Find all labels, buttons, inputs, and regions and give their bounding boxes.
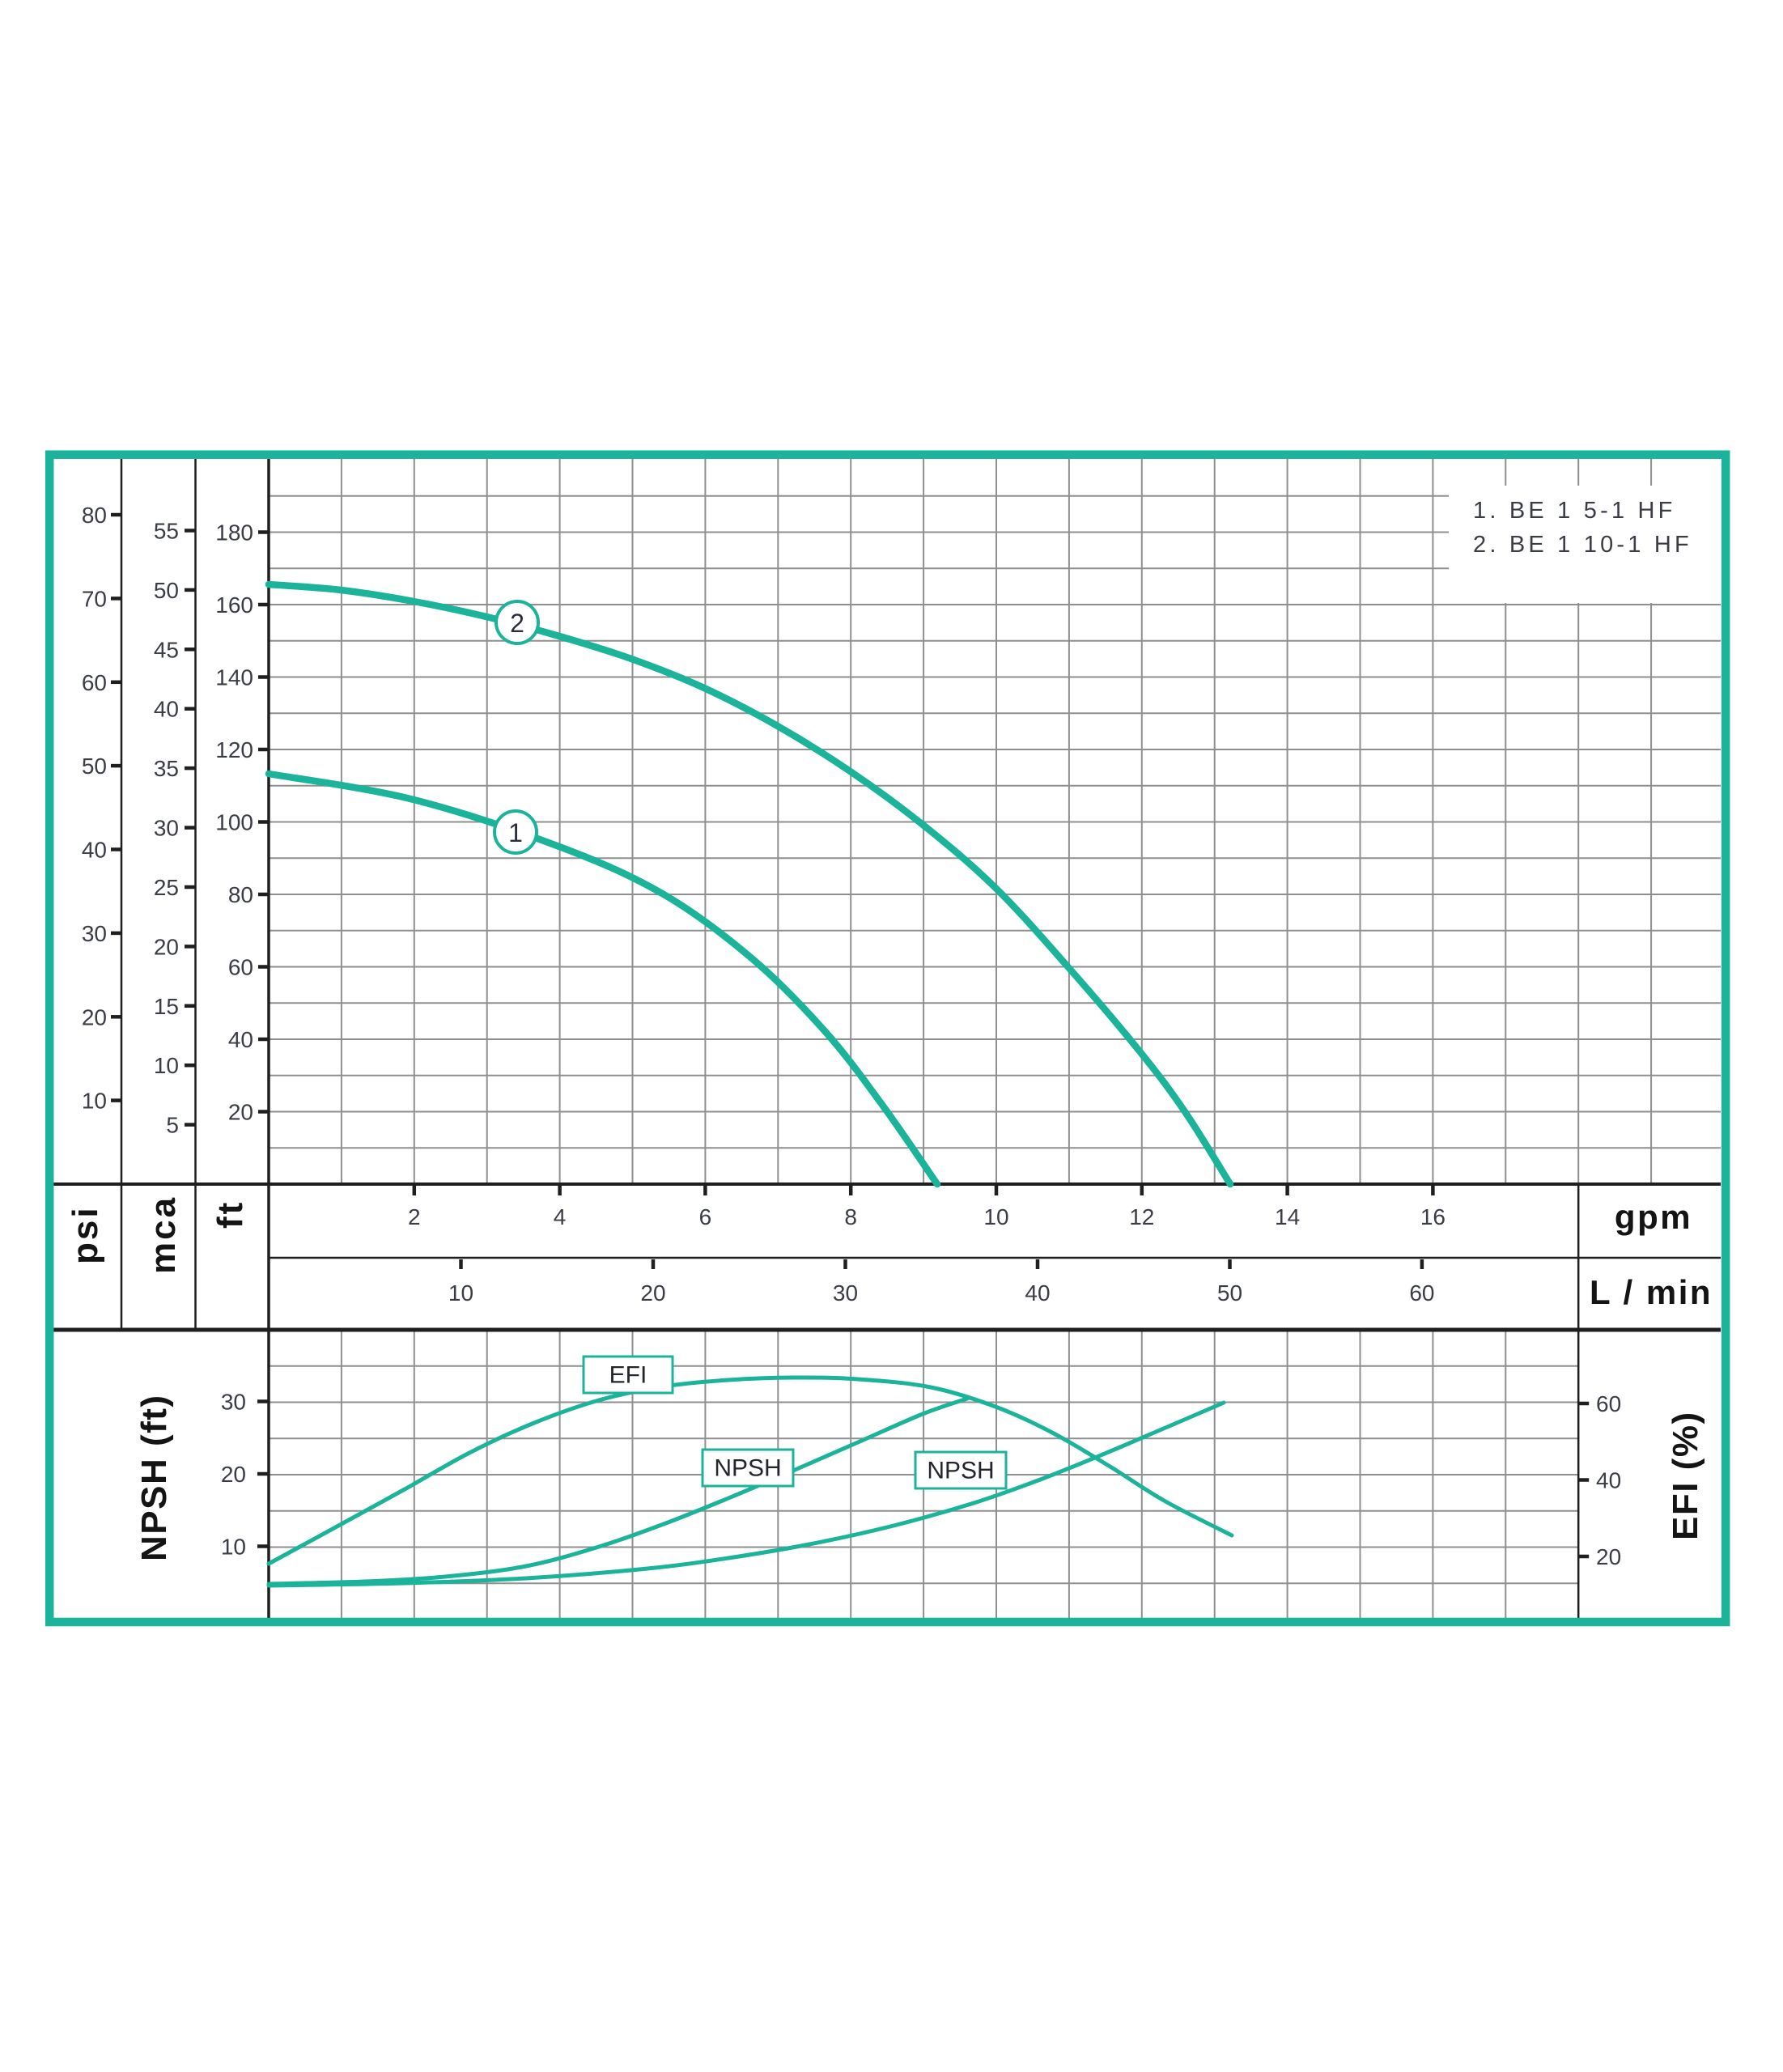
svg-text:30: 30 <box>833 1280 858 1306</box>
svg-text:EFI: EFI <box>609 1362 647 1389</box>
svg-text:12: 12 <box>1129 1204 1154 1229</box>
svg-text:NPSH: NPSH <box>714 1455 781 1482</box>
svg-text:30: 30 <box>221 1390 246 1415</box>
svg-text:40: 40 <box>1596 1468 1621 1493</box>
svg-text:40: 40 <box>228 1027 253 1052</box>
svg-text:40: 40 <box>82 838 107 863</box>
svg-text:20: 20 <box>1596 1544 1621 1569</box>
svg-text:60: 60 <box>1596 1391 1621 1416</box>
svg-text:20: 20 <box>221 1462 246 1487</box>
svg-text:NPSH: NPSH <box>927 1458 994 1484</box>
svg-text:55: 55 <box>154 519 179 544</box>
svg-text:20: 20 <box>154 934 179 959</box>
svg-text:15: 15 <box>154 994 179 1019</box>
svg-text:1: 1 <box>508 818 523 847</box>
svg-text:80: 80 <box>228 882 253 907</box>
svg-text:ft: ft <box>210 1200 250 1229</box>
svg-text:mca: mca <box>143 1195 183 1274</box>
svg-text:psi: psi <box>66 1205 105 1264</box>
svg-text:100: 100 <box>215 810 253 835</box>
svg-text:L / min: L / min <box>1590 1273 1713 1311</box>
svg-text:EFI (%): EFI (%) <box>1666 1411 1705 1540</box>
svg-text:8: 8 <box>844 1204 857 1229</box>
svg-text:gpm: gpm <box>1615 1198 1692 1236</box>
svg-text:60: 60 <box>228 955 253 980</box>
svg-text:30: 30 <box>154 816 179 841</box>
svg-text:40: 40 <box>1025 1280 1050 1306</box>
svg-text:45: 45 <box>154 637 179 662</box>
svg-text:1. BE 1 5-1 HF: 1. BE 1 5-1 HF <box>1473 498 1676 524</box>
svg-text:60: 60 <box>1409 1280 1434 1306</box>
svg-text:140: 140 <box>215 665 253 690</box>
svg-text:NPSH (ft): NPSH (ft) <box>134 1394 174 1561</box>
svg-text:25: 25 <box>154 875 179 900</box>
svg-text:20: 20 <box>82 1004 107 1030</box>
svg-text:10: 10 <box>448 1280 473 1306</box>
svg-text:2: 2 <box>408 1204 421 1229</box>
svg-text:70: 70 <box>82 586 107 611</box>
svg-text:10: 10 <box>82 1089 107 1114</box>
svg-text:10: 10 <box>154 1053 179 1078</box>
svg-text:50: 50 <box>1217 1280 1242 1306</box>
svg-text:30: 30 <box>82 921 107 946</box>
svg-text:10: 10 <box>983 1204 1008 1229</box>
svg-text:120: 120 <box>215 737 253 762</box>
svg-text:10: 10 <box>221 1535 246 1560</box>
svg-text:4: 4 <box>554 1204 567 1229</box>
svg-text:50: 50 <box>154 578 179 603</box>
svg-text:14: 14 <box>1275 1204 1300 1229</box>
svg-text:5: 5 <box>166 1113 179 1138</box>
svg-text:6: 6 <box>699 1204 712 1229</box>
svg-text:80: 80 <box>82 503 107 528</box>
svg-text:35: 35 <box>154 756 179 781</box>
svg-text:180: 180 <box>215 520 253 546</box>
svg-text:2: 2 <box>510 609 524 638</box>
svg-text:20: 20 <box>640 1280 665 1306</box>
svg-text:20: 20 <box>228 1100 253 1125</box>
svg-text:16: 16 <box>1420 1204 1446 1229</box>
svg-text:2. BE 1 10-1 HF: 2. BE 1 10-1 HF <box>1473 532 1692 558</box>
svg-text:160: 160 <box>215 592 253 618</box>
svg-text:40: 40 <box>154 697 179 722</box>
svg-text:60: 60 <box>82 670 107 695</box>
svg-text:50: 50 <box>82 754 107 779</box>
